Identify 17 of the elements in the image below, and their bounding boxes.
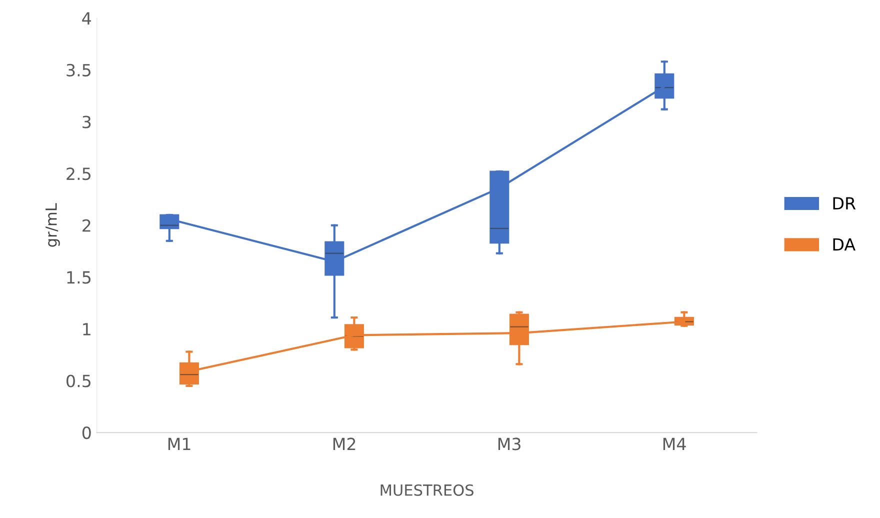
y-tick-label: 3 xyxy=(82,116,91,128)
legend-label: DR xyxy=(833,197,856,210)
x-tick-label: M1 xyxy=(168,438,190,450)
y-tick-label: 3.5 xyxy=(66,64,90,76)
legend-label: DA xyxy=(833,238,856,250)
y-tick-label: 0 xyxy=(82,426,91,440)
y-tick-label: 2 xyxy=(82,219,90,232)
x-tick-label: M4 xyxy=(663,438,686,450)
x-tick-label: M2 xyxy=(333,438,356,450)
y-axis-title: gr/mL xyxy=(46,203,60,247)
y-tick-label: 4 xyxy=(82,12,92,24)
y-tick-label: 2.5 xyxy=(66,167,90,180)
y-tick-label: 1 xyxy=(83,323,90,336)
y-tick-label: 0.5 xyxy=(66,374,90,388)
x-tick-label: M3 xyxy=(498,438,520,450)
x-axis-title: MUESTREOS xyxy=(380,484,474,496)
y-tick-label: 1.5 xyxy=(67,271,90,284)
